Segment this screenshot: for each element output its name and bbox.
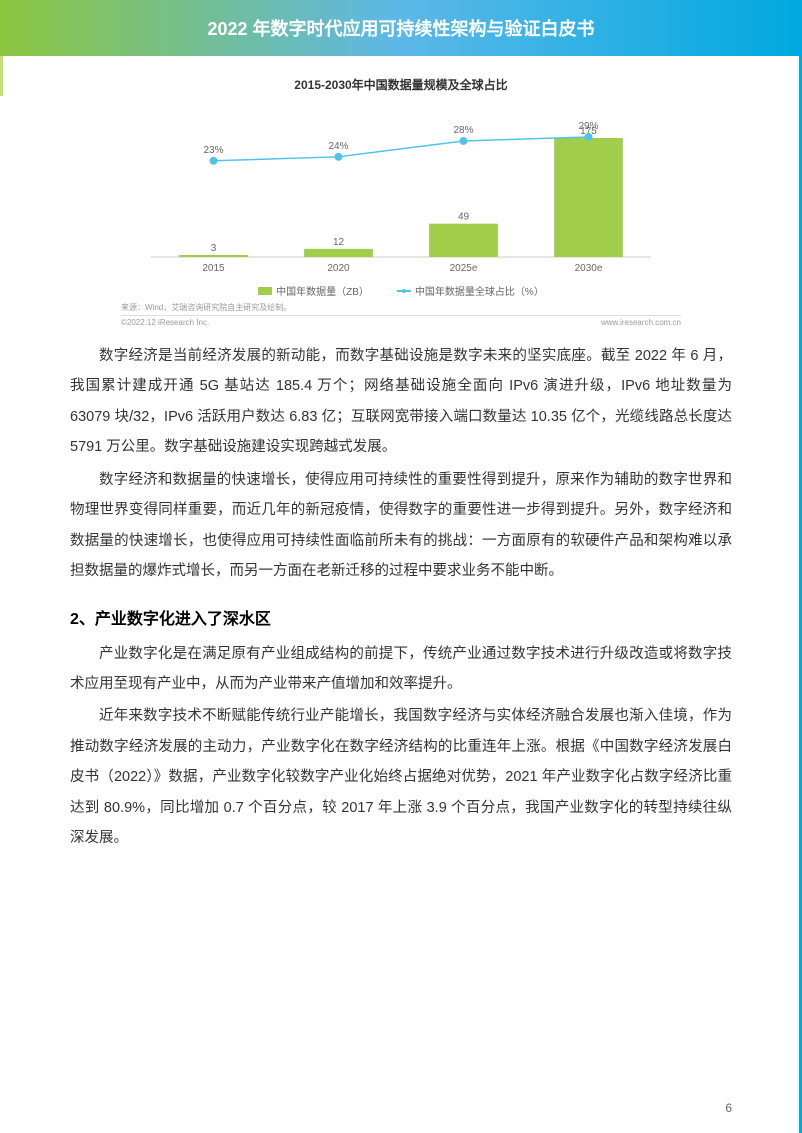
body-text-block-2: 产业数字化是在满足原有产业组成结构的前提下，传统产业通过数字技术进行升级改造或将… [70,639,732,854]
legend-line-swatch [397,290,411,292]
svg-text:28%: 28% [453,125,473,136]
legend-bar: 中国年数据量（ZB） [258,283,369,298]
svg-text:23%: 23% [203,145,223,156]
chart-legend: 中国年数据量（ZB） 中国年数据量全球占比（%） [121,283,681,298]
svg-text:12: 12 [333,237,345,248]
chart-container: 2015-2030年中国数据量规模及全球占比 3 2015 12 2020 49 2025… [121,76,681,327]
paragraph-1: 数字经济是当前经济发展的新动能，而数字基础设施是数字未来的坚实底座。截至 202… [70,341,732,463]
chart-title: 2015-2030年中国数据量规模及全球占比 [121,76,681,93]
svg-text:24%: 24% [328,141,348,152]
svg-text:3: 3 [211,243,217,254]
chart-source: 来源：Wind，艾瑞咨询研究院自主研究及绘制。 [121,302,681,313]
paragraph-2: 数字经济和数据量的快速增长，使得应用可持续性的重要性得到提升，原来作为辅助的数字… [70,465,732,587]
svg-text:2015: 2015 [202,263,225,274]
legend-bar-label: 中国年数据量（ZB） [276,283,369,298]
chart-copyright-left: ©2022.12 iResearch Inc. [121,318,209,327]
svg-text:2030e: 2030e [575,263,603,274]
svg-text:2025e: 2025e [450,263,478,274]
page-number: 6 [725,1101,732,1115]
chart-footer: ©2022.12 iResearch Inc. www.iresearch.co… [121,315,681,327]
chart-area: 32015122020492025e1752030e23%24%28%29% [121,101,681,281]
svg-text:2020: 2020 [327,263,350,274]
chart-copyright-right: www.iresearch.com.cn [601,318,681,327]
page-header-title: 2022 年数字时代应用可持续性架构与验证白皮书 [207,15,594,41]
legend-line-label: 中国年数据量全球占比（%） [415,283,544,298]
left-edge-decoration [0,56,3,96]
svg-text:49: 49 [458,212,470,223]
svg-text:29%: 29% [578,121,598,132]
page-header: 2022 年数字时代应用可持续性架构与验证白皮书 [0,0,802,56]
legend-line: 中国年数据量全球占比（%） [397,283,544,298]
paragraph-4: 近年来数字技术不断赋能传统行业产能增长，我国数字经济与实体经济融合发展也渐入佳境… [70,701,732,853]
paragraph-3: 产业数字化是在满足原有产业组成结构的前提下，传统产业通过数字技术进行升级改造或将… [70,639,732,700]
page-body: 2015-2030年中国数据量规模及全球占比 3 2015 12 2020 49 2025… [0,56,802,854]
chart-svg: 32015122020492025e1752030e23%24%28%29% [121,101,681,281]
section-heading-2: 2、产业数字化进入了深水区 [70,605,732,629]
legend-bar-swatch [258,287,272,295]
body-text-block-1: 数字经济是当前经济发展的新动能，而数字基础设施是数字未来的坚实底座。截至 202… [70,341,732,587]
